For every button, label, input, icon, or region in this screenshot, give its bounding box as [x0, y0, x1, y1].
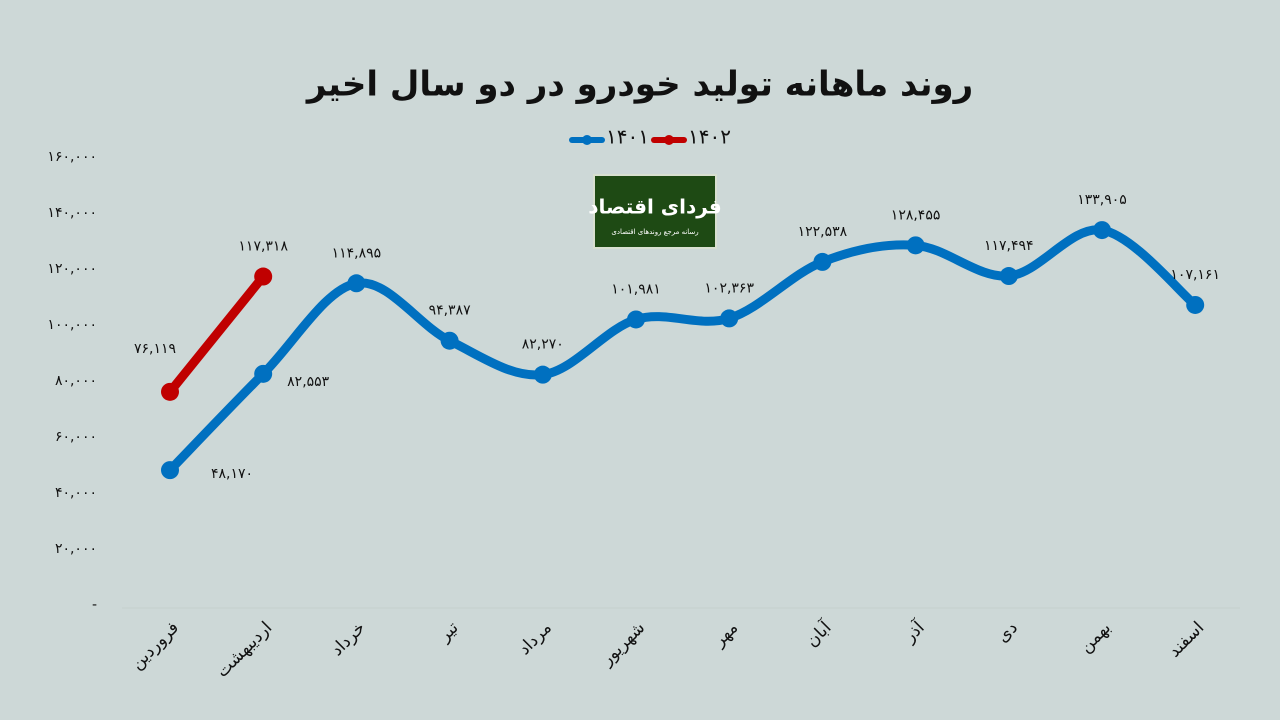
data-label: ۷۶,۱۱۹ — [134, 341, 176, 357]
point — [533, 365, 552, 384]
y-tick-label: ۴۰,۰۰۰ — [55, 485, 97, 501]
point — [627, 310, 645, 329]
data-label: ۱۰۷,۱۶۱ — [1170, 267, 1220, 283]
legend-label: ۱۴۰۲ — [688, 125, 731, 149]
data-label: ۱۲۲,۵۳۸ — [798, 224, 848, 240]
logo: فردای اقتصاد رسانه مرجع روندهای اقتصادی — [588, 174, 722, 249]
point — [347, 274, 366, 293]
point — [254, 267, 273, 286]
legend-item: ۱۴۰۲ — [651, 125, 731, 149]
legend-marker — [582, 135, 592, 145]
y-tick-label: ۱۴۰,۰۰۰ — [47, 205, 97, 221]
data-label: ۱۲۸,۴۵۵ — [891, 207, 941, 223]
data-label: ۸۲,۵۵۳ — [287, 374, 330, 390]
y-tick-label: ۱۰۰,۰۰۰ — [47, 317, 97, 333]
y-tick-label: ۸۰,۰۰۰ — [55, 373, 97, 389]
y-tick-label: ۱۶۰,۰۰۰ — [47, 149, 97, 165]
point — [254, 364, 273, 383]
point — [1093, 221, 1111, 240]
series-line — [165, 225, 1200, 475]
data-label: ۱۱۴,۸۹۵ — [332, 245, 382, 261]
data-label: ۱۳۳,۹۰۵ — [1077, 192, 1127, 208]
series-line — [165, 272, 268, 397]
logo-subtitle: رسانه مرجع روندهای اقتصادی — [611, 228, 698, 236]
legend-item: ۱۴۰۱ — [569, 125, 649, 149]
point — [813, 252, 832, 271]
logo-title: فردای اقتصاد — [588, 195, 722, 219]
y-tick-label: ۶۰,۰۰۰ — [55, 429, 97, 445]
point — [720, 309, 739, 328]
legend: ۱۴۰۱ ۱۴۰۲ — [569, 125, 731, 149]
logo-box — [593, 174, 717, 249]
point — [1186, 295, 1205, 314]
data-label: ۱۰۲,۳۶۳ — [704, 280, 754, 296]
point — [161, 461, 179, 480]
point — [440, 331, 459, 350]
legend-marker — [664, 135, 674, 145]
data-label: ۱۱۷,۴۹۴ — [984, 238, 1034, 254]
y-tick-label: - — [92, 597, 97, 613]
data-label: ۹۴,۳۸۷ — [429, 303, 472, 319]
y-tick-label: ۲۰,۰۰۰ — [55, 541, 97, 557]
chart-title: روند ماهانه تولید خودرو در دو سال اخیر — [305, 65, 973, 105]
data-label: ۴۸,۱۷۰ — [211, 466, 253, 482]
point — [161, 382, 179, 401]
point — [906, 236, 925, 255]
y-tick-label: ۱۲۰,۰۰۰ — [47, 261, 97, 277]
data-label: ۱۰۱,۹۸۱ — [611, 281, 661, 297]
data-label: ۸۲,۲۷۰ — [522, 337, 564, 353]
data-label: ۱۱۷,۳۱۸ — [238, 239, 288, 255]
legend-label: ۱۴۰۱ — [606, 125, 649, 149]
point — [999, 267, 1018, 286]
